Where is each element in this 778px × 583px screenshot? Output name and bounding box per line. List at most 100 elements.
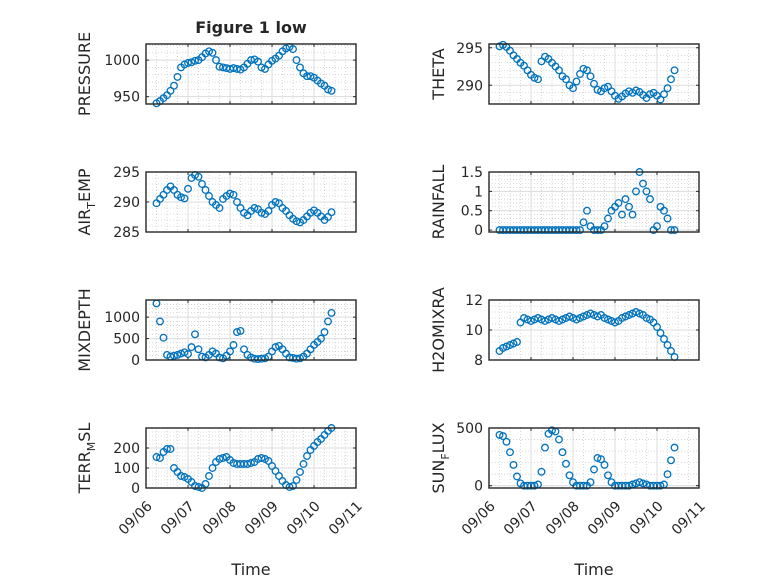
data-point — [257, 208, 266, 217]
data-point — [635, 478, 644, 487]
data-point — [327, 308, 336, 317]
subplot-theta: 290 295 THETA — [429, 41, 700, 105]
data-point — [600, 222, 609, 231]
data-point — [243, 460, 252, 468]
y-label-subscript: F — [439, 453, 452, 459]
y-tick-label: 12 — [465, 293, 483, 309]
axes-box — [488, 43, 700, 105]
y-tick-label: 500 — [456, 421, 483, 437]
data-point — [530, 73, 539, 82]
data-point — [663, 470, 672, 479]
data-point — [233, 64, 241, 73]
data-point — [324, 317, 332, 326]
data-point — [296, 468, 304, 476]
data-point — [215, 204, 224, 212]
data-point — [593, 454, 602, 462]
data-point — [583, 66, 591, 75]
data-point — [495, 430, 504, 439]
data-point — [565, 471, 574, 480]
data-point — [289, 482, 297, 490]
data-point — [233, 198, 241, 206]
y-tick-label: 500 — [113, 332, 140, 348]
data-point — [163, 445, 171, 453]
data-point — [233, 328, 241, 337]
subplot-h2omixra: 8 10 12 H2OMIXRA — [429, 287, 700, 373]
data-point — [660, 90, 668, 99]
data-point — [670, 226, 679, 235]
data-point — [327, 86, 336, 95]
data-point — [621, 195, 630, 204]
figure-title: Figure 1 low — [195, 18, 307, 37]
data-point — [597, 455, 605, 464]
data-point — [215, 353, 224, 362]
data-point — [229, 190, 238, 199]
data-point — [513, 338, 521, 346]
data-point — [240, 345, 248, 354]
data-point — [572, 77, 581, 86]
y-tick-label: 1000 — [104, 53, 140, 69]
data-point — [499, 432, 507, 441]
data-point — [604, 471, 612, 480]
data-point — [667, 75, 675, 84]
data-point — [667, 456, 675, 465]
data-point — [586, 72, 595, 81]
y-tick-label: 100 — [113, 461, 140, 477]
data-point — [229, 341, 238, 349]
subplot-pressure: 950 1000 PRESSURE — [75, 32, 357, 116]
data-point — [156, 454, 164, 462]
data-point — [184, 184, 192, 193]
data-point — [215, 455, 224, 463]
data-point — [604, 214, 612, 223]
data-point — [663, 341, 672, 349]
data-point — [541, 443, 549, 452]
y-tick-label: 295 — [113, 165, 140, 181]
data-point — [250, 204, 259, 212]
data-point — [212, 56, 220, 65]
data-point — [296, 63, 304, 72]
data-point — [247, 459, 255, 467]
data-point — [555, 66, 563, 75]
data-point — [229, 64, 238, 73]
data-point — [194, 483, 203, 491]
y-label-main: AIR — [75, 209, 94, 236]
data-point — [660, 206, 668, 215]
data-point — [639, 479, 647, 488]
data-point — [191, 330, 199, 339]
data-point — [667, 347, 675, 355]
data-point — [670, 66, 679, 75]
y-tick-label: 200 — [113, 441, 140, 457]
y-tick-label: 0 — [474, 479, 483, 495]
data-point — [576, 226, 584, 235]
y-tick-label: 1 — [474, 184, 483, 200]
data-point — [656, 95, 665, 104]
x-axis-label-right: Time — [573, 560, 613, 579]
data-point — [194, 172, 203, 181]
data-point — [590, 79, 598, 88]
y-label-rest: EMP — [75, 168, 94, 202]
x-axis-label-left: Time — [230, 560, 270, 579]
y-tick-label: 950 — [113, 90, 140, 106]
axes-box — [145, 427, 357, 489]
data-point — [628, 210, 637, 219]
y-tick-label: 1000 — [104, 310, 140, 326]
data-point — [184, 59, 192, 67]
y-tick-label: 295 — [456, 41, 483, 57]
data-point — [569, 84, 577, 93]
data-point — [660, 335, 668, 343]
y-axis-label: MIXDEPTH — [75, 288, 94, 371]
data-point — [317, 334, 325, 343]
data-point — [205, 472, 213, 480]
data-point — [152, 453, 161, 461]
data-point — [226, 189, 234, 198]
data-point — [285, 483, 294, 491]
data-point — [562, 459, 570, 468]
data-point — [257, 454, 266, 462]
axes-box — [145, 43, 357, 105]
y-tick-label: 0 — [131, 481, 140, 497]
data-point — [219, 63, 227, 72]
data-point — [506, 448, 514, 457]
data-point — [173, 72, 182, 81]
data-point — [208, 464, 217, 472]
data-point — [180, 194, 189, 203]
